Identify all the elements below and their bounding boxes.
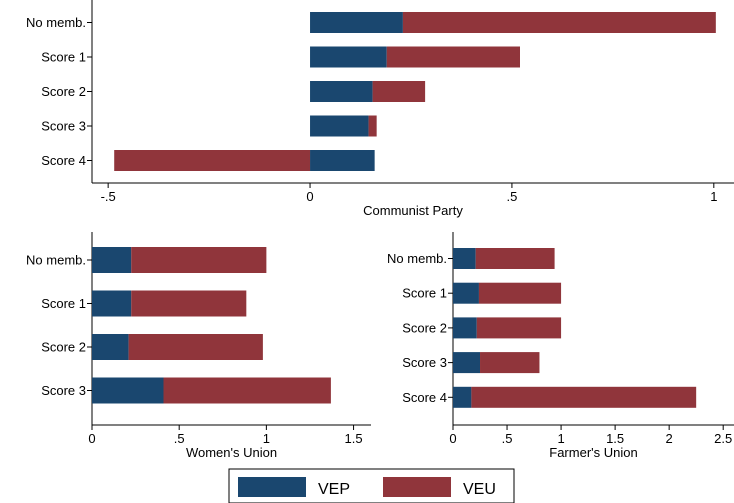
women-xtick-label: .5 <box>174 431 185 446</box>
farmer-category-label-score-4: Score 4 <box>402 390 447 405</box>
farmer-bar-vep-score-3 <box>453 352 481 374</box>
communist-xtick-label: 1 <box>710 189 717 204</box>
legend: VEP VEU <box>228 468 515 503</box>
communist-bar-veu-score-2 <box>372 81 426 102</box>
communist-category-label-score-3: Score 3 <box>41 119 86 134</box>
farmer-bar-veu-score-2 <box>476 317 562 339</box>
farmer-xtick-label: 1 <box>557 431 564 446</box>
farmer-xtick-label: 2 <box>666 431 673 446</box>
farmer-category-label-score-3: Score 3 <box>402 355 447 370</box>
women-category-label-score-2: Score 2 <box>41 340 86 355</box>
farmer-bar-vep-no-memb <box>453 248 476 269</box>
women-category-label-score-3: Score 3 <box>41 383 86 398</box>
communist-bar-vep-score-1 <box>310 46 387 68</box>
communist-xtick-label: 0 <box>306 189 313 204</box>
women-category-label-score-1: Score 1 <box>41 296 86 311</box>
farmers-union-panel: No memb. Score 1 Score 2 Score 3 Score 4 0 .5 1… <box>387 232 734 460</box>
communist-bar-veu-score-1 <box>386 46 520 68</box>
communist-bar-veu-score-4 <box>114 150 311 171</box>
farmer-bar-veu-no-memb <box>475 248 555 269</box>
communist-xtick-label: -.5 <box>101 189 116 204</box>
farmer-bar-vep-score-2 <box>453 317 477 339</box>
farmer-bar-vep-score-1 <box>453 282 479 304</box>
farmer-bar-veu-score-4 <box>471 386 697 408</box>
farmer-bar-veu-score-1 <box>478 282 562 304</box>
communist-bar-vep-score-2 <box>310 81 373 102</box>
farmer-xtick-label: 0 <box>449 431 456 446</box>
communist-bar-veu-score-3 <box>368 115 377 137</box>
women-bar-vep-score-2 <box>92 334 129 360</box>
communist-category-label-score-4: Score 4 <box>41 153 86 168</box>
women-x-axis-title: Women's Union <box>186 445 277 460</box>
communist-bar-vep-score-4 <box>310 150 375 171</box>
women-xtick-label: 1 <box>263 431 270 446</box>
women-bar-veu-score-1 <box>131 290 247 317</box>
womens-union-panel: No memb. Score 1 Score 2 Score 3 0 .5 1 1.5 Wome… <box>26 232 371 460</box>
legend-label-vep: VEP <box>318 481 350 498</box>
farmer-category-label-score-2: Score 2 <box>402 320 447 335</box>
communist-bar-veu-no-memb <box>402 12 716 33</box>
communist-category-label-no-memb: No memb. <box>26 15 86 30</box>
communist-bar-vep-score-3 <box>310 115 369 137</box>
communist-party-panel: No memb. Score 1 Score 2 Score 3 Score 4 -.5 0… <box>26 0 734 218</box>
communist-category-label-score-2: Score 2 <box>41 84 86 99</box>
farmer-category-label-no-memb: No memb. <box>387 251 447 266</box>
communist-xtick-label: .5 <box>507 189 518 204</box>
legend-swatch-veu <box>383 477 451 497</box>
farmer-bar-veu-score-3 <box>480 352 540 374</box>
farmer-bar-vep-score-4 <box>453 386 472 408</box>
women-category-label-no-memb: No memb. <box>26 253 86 268</box>
legend-swatch-vep <box>238 477 306 497</box>
women-bar-vep-score-3 <box>92 377 164 404</box>
farmer-xtick-label: 2.5 <box>714 431 732 446</box>
women-bar-vep-score-1 <box>92 290 132 317</box>
women-xtick-label: 1.5 <box>345 431 363 446</box>
women-bar-vep-no-memb <box>92 247 132 273</box>
women-bar-veu-score-3 <box>163 377 331 404</box>
farmer-category-label-score-1: Score 1 <box>402 286 447 301</box>
women-bar-veu-score-2 <box>128 334 263 360</box>
women-xtick-label: 0 <box>88 431 95 446</box>
women-bar-veu-no-memb <box>131 247 267 273</box>
farmer-xtick-label: .5 <box>502 431 513 446</box>
farmer-x-axis-title: Farmer's Union <box>549 445 637 460</box>
farmer-xtick-label: 1.5 <box>606 431 624 446</box>
communist-category-label-score-1: Score 1 <box>41 50 86 65</box>
communist-bar-vep-no-memb <box>310 12 403 33</box>
legend-label-veu: VEU <box>463 481 496 498</box>
communist-x-axis-title: Communist Party <box>363 203 463 218</box>
